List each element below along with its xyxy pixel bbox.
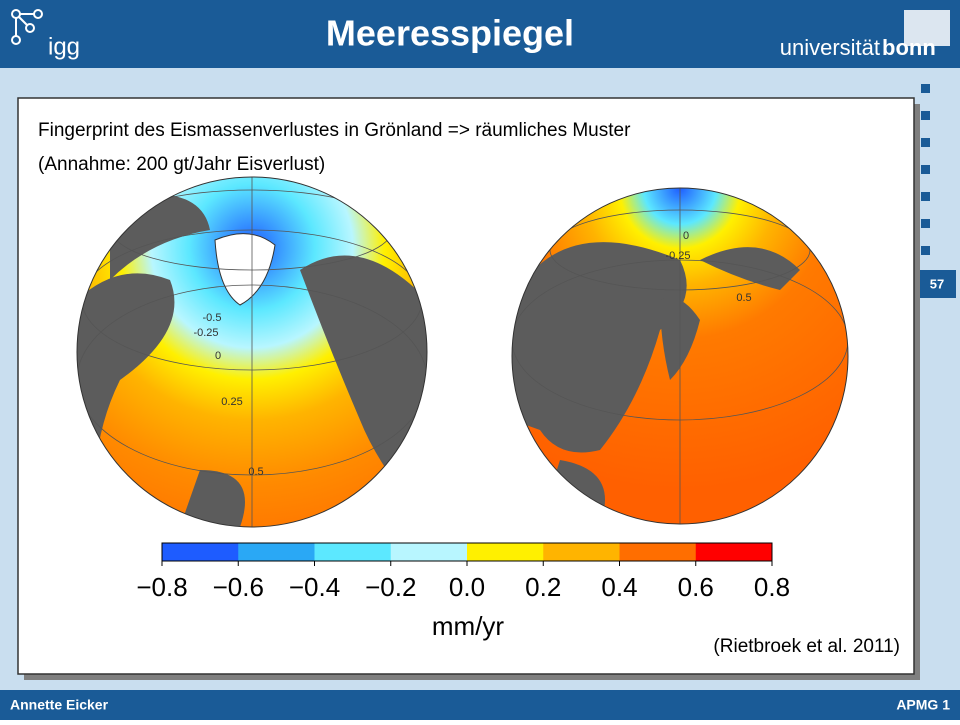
page-number-box xyxy=(918,270,956,298)
colorbar-unit: mm/yr xyxy=(432,611,505,641)
nav-square xyxy=(921,84,930,93)
colorbar-segment xyxy=(467,543,544,561)
nav-square xyxy=(921,138,930,147)
page-number: 57 xyxy=(930,276,944,291)
colorbar-segment xyxy=(162,543,239,561)
logo-icon xyxy=(904,10,950,46)
colorbar-segment xyxy=(695,543,773,561)
contour-label: -0.25 xyxy=(665,250,690,262)
logo-text: igg xyxy=(48,33,80,60)
text-line: (Annahme: 200 gt/Jahr Eisverlust) xyxy=(38,154,325,175)
nav-square xyxy=(921,165,930,174)
footer-course: APMG 1 xyxy=(896,697,950,713)
nav-square xyxy=(921,246,930,255)
colorbar-segment xyxy=(390,543,468,561)
colorbar-tick-label: −0.2 xyxy=(365,572,416,602)
contour-label: -0.25 xyxy=(193,327,218,339)
contour-label: 0.5 xyxy=(736,292,751,304)
contour-label: 0 xyxy=(215,350,221,362)
contour-label: 0.25 xyxy=(221,396,242,408)
colorbar-tick-label: −0.6 xyxy=(213,572,264,602)
citation: (Rietbroek et al. 2011) xyxy=(713,636,900,657)
globe-left xyxy=(77,177,427,527)
footer-bar xyxy=(0,690,960,720)
globe-right xyxy=(512,188,848,524)
colorbar-tick-label: 0.0 xyxy=(449,572,485,602)
colorbar-segment xyxy=(619,543,697,561)
colorbar-tick-label: 0.4 xyxy=(601,572,637,602)
logo-left xyxy=(11,9,43,45)
footer-author: Annette Eicker xyxy=(10,697,109,713)
colorbar-tick-label: −0.8 xyxy=(136,572,187,602)
contour-label: 0.5 xyxy=(248,466,263,478)
text-line: Fingerprint des Eismassenverlustes in Gr… xyxy=(38,120,631,141)
logo-text: universität xyxy=(780,35,880,60)
colorbar-tick-label: 0.6 xyxy=(678,572,714,602)
header-bar xyxy=(0,0,960,68)
nav-square xyxy=(921,111,930,120)
colorbar-tick-label: 0.2 xyxy=(525,572,561,602)
globe-outline xyxy=(76,176,428,528)
nav-squares xyxy=(921,84,930,255)
contour-label: -0.5 xyxy=(203,312,222,324)
nav-square xyxy=(921,192,930,201)
colorbar-tick-label: −0.4 xyxy=(289,572,340,602)
colorbar-segment xyxy=(314,543,392,561)
colorbar: −0.8 −0.6 −0.4 −0.2 0.0 0.2 0.4 0.6 0.8 xyxy=(136,542,790,602)
slide-title: Meeresspiegel xyxy=(326,13,574,54)
colorbar-segment xyxy=(238,543,315,561)
contour-label: 0 xyxy=(683,230,689,242)
logo-text: bonn xyxy=(882,35,936,60)
globe-outline xyxy=(511,187,849,525)
colorbar-segment xyxy=(543,543,620,561)
colorbar-tick-label: 0.8 xyxy=(754,572,790,602)
nav-square xyxy=(921,219,930,228)
